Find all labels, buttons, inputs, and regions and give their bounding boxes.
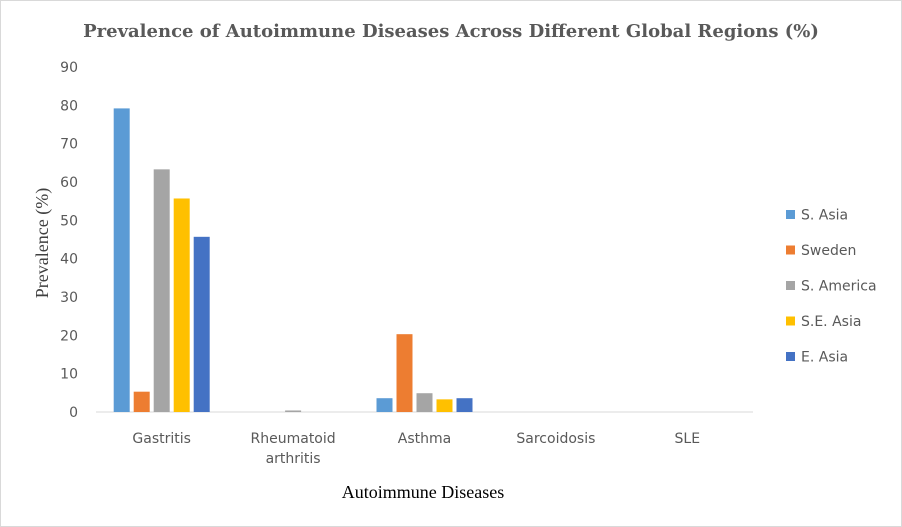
legend-swatch bbox=[786, 316, 795, 326]
bar bbox=[376, 398, 393, 412]
y-axis-title: Prevalence (%) bbox=[32, 188, 53, 298]
bar bbox=[396, 334, 413, 412]
y-tick-label: 0 bbox=[69, 405, 78, 421]
bar bbox=[285, 410, 302, 412]
x-tick-label: Rheumatoid bbox=[251, 431, 336, 447]
y-tick-label: 40 bbox=[60, 252, 78, 268]
y-tick-label: 10 bbox=[60, 367, 78, 383]
x-tick-label: SLE bbox=[675, 431, 701, 447]
legend-label: E. Asia bbox=[801, 350, 848, 366]
bar bbox=[113, 108, 130, 413]
y-tick-label: 30 bbox=[60, 290, 78, 306]
legend-label: S. Asia bbox=[801, 208, 848, 224]
x-tick-label: Gastritis bbox=[132, 431, 191, 447]
legend: S. Asia Sweden S. America S.E. Asia E. Asia bbox=[786, 208, 877, 366]
y-tick-label: 90 bbox=[60, 60, 78, 76]
y-tick-label: 60 bbox=[60, 175, 78, 191]
bar bbox=[193, 236, 210, 412]
y-tick-label: 50 bbox=[60, 213, 78, 229]
plot-area: 0 10 20 30 40 50 60 70 80 90 Gastritis Rheumatoid ar… bbox=[60, 60, 753, 467]
legend-label: Sweden bbox=[801, 243, 856, 259]
bar bbox=[153, 169, 170, 412]
bar bbox=[436, 399, 453, 412]
legend-swatch bbox=[786, 281, 795, 290]
legend-swatch bbox=[786, 210, 795, 219]
legend-label: S.E. Asia bbox=[801, 314, 861, 330]
bar bbox=[456, 398, 473, 412]
x-axis-title: Autoimmune Diseases bbox=[342, 482, 504, 502]
y-tick-label: 20 bbox=[60, 328, 78, 344]
x-tick-label: Sarcoidosis bbox=[516, 431, 595, 447]
bar bbox=[173, 198, 190, 412]
chart-title: Prevalence of Autoimmune Diseases Across… bbox=[83, 21, 819, 42]
y-tick-label: 70 bbox=[60, 137, 78, 153]
bar bbox=[133, 391, 150, 412]
x-tick-label: Asthma bbox=[398, 431, 451, 447]
x-tick-label: arthritis bbox=[266, 451, 321, 467]
bar bbox=[416, 393, 433, 412]
y-tick-label: 80 bbox=[60, 98, 78, 114]
legend-swatch bbox=[786, 245, 795, 255]
legend-swatch bbox=[786, 352, 795, 361]
legend-label: S. America bbox=[801, 279, 877, 295]
